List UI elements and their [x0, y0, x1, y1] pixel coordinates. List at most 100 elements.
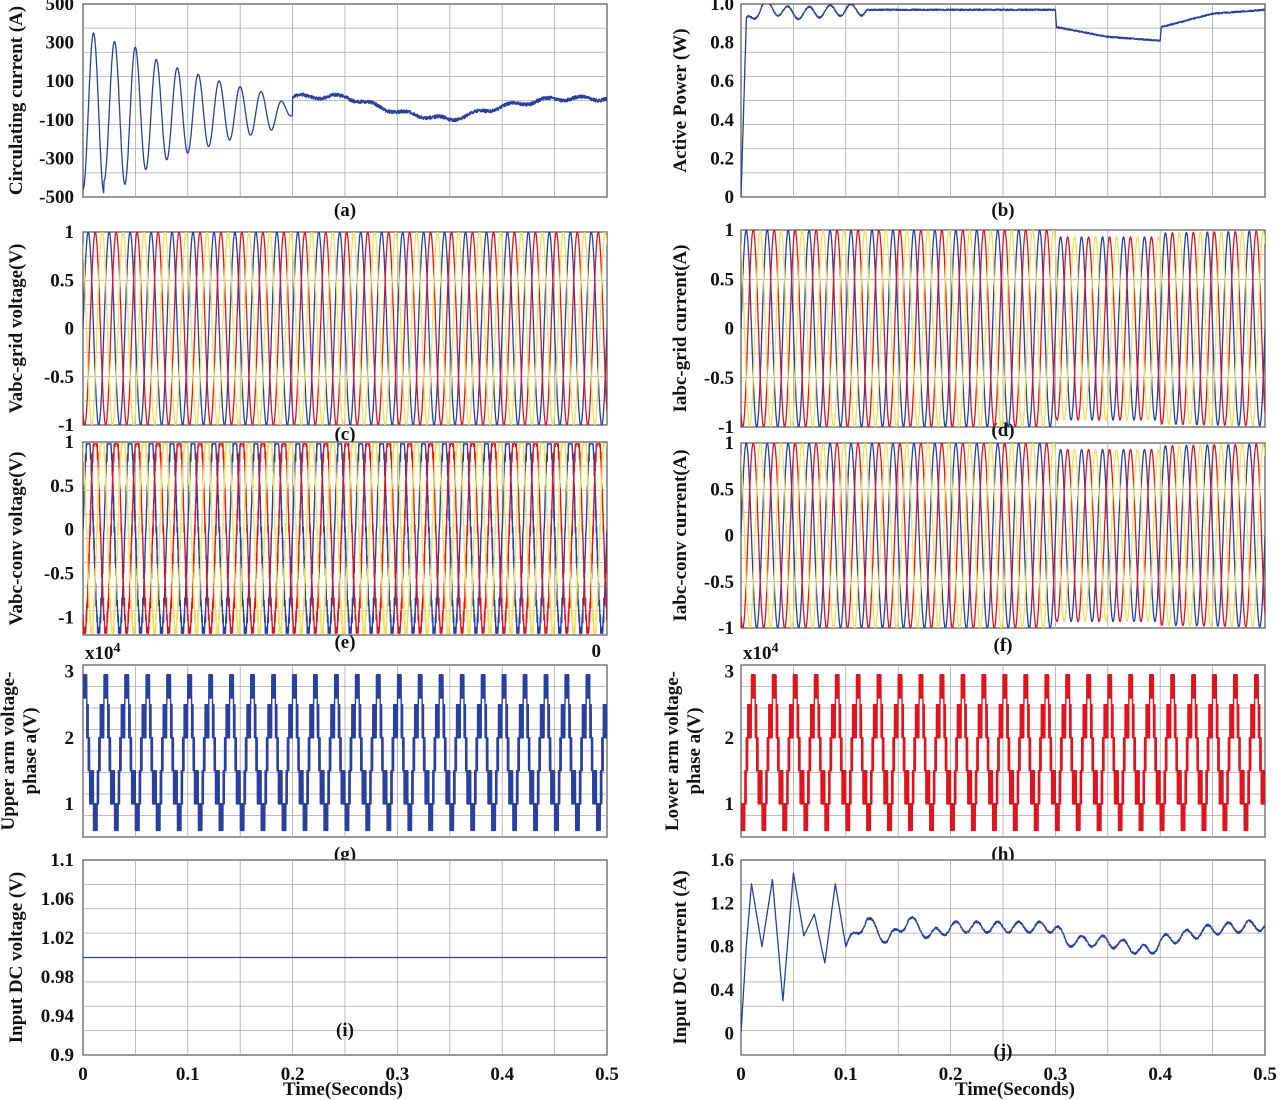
series-line-c-a — [83, 232, 607, 425]
y-tick-label: 0.8 — [710, 937, 734, 958]
panel-caption: (i) — [336, 1020, 354, 1041]
y-tick-label: -0.5 — [704, 368, 734, 389]
series-line-e-c — [83, 443, 607, 634]
series-line-b-0 — [741, 4, 1265, 197]
y-tick-label: 0 — [65, 520, 75, 541]
x-tick-label: 0.2 — [939, 1064, 963, 1085]
y-axis-label: Lower arm voltage-phase a(V) — [662, 671, 705, 831]
y-tick-label: -1 — [718, 618, 734, 639]
axis-multiplier: x104 — [85, 641, 121, 664]
panel-caption: (b) — [991, 200, 1014, 221]
x-tick-label: 0.1 — [176, 1064, 200, 1085]
series-line-c-c — [83, 232, 607, 425]
y-tick-label: 0.9 — [50, 1045, 74, 1066]
y-tick-label: -500 — [39, 187, 74, 208]
y-axis-label: Vabc-grid voltage(V) — [6, 244, 27, 414]
x-tick-label: 0.2 — [281, 1064, 305, 1085]
y-tick-label: 2 — [65, 728, 75, 749]
series-line-d-a — [741, 230, 1265, 427]
x-tick-label: 0.3 — [1044, 1064, 1068, 1085]
y-tick-label: -100 — [39, 110, 74, 131]
axis-multiplier: x104 — [743, 641, 779, 664]
x-tick-label: 0.4 — [490, 1064, 514, 1085]
x-tick-label: 0.4 — [1148, 1064, 1172, 1085]
y-tick-label: 1.2 — [710, 893, 734, 914]
y-tick-label: 0 — [725, 187, 735, 208]
panel-a: 500 300 100 -100 -300 -500 Circulating current… — [6, 0, 608, 221]
series-line-a-0 — [83, 32, 607, 194]
y-tick-label: 1 — [725, 794, 735, 815]
panel-f: 1 0.5 0 -0.5 -1 Iabc-conv current(A) (f) — [670, 433, 1266, 656]
y-axis-label: Input DC voltage (V) — [6, 872, 27, 1044]
y-tick-label: 0.4 — [710, 110, 734, 131]
y-tick-label: 300 — [46, 33, 75, 54]
y-tick-label: 0 — [725, 526, 735, 547]
y-tick-label: 0.94 — [41, 1006, 75, 1027]
y-tick-label: 100 — [46, 71, 75, 92]
panel-c: 1 0.5 0 -0.5 -1 Vabc-grid voltage(V) (c) — [6, 222, 608, 445]
y-tick-label: 1.0 — [710, 0, 734, 15]
y-axis-label: Upper arm voltage-phase a(V) — [0, 671, 41, 830]
series-line-f-c — [741, 443, 1265, 628]
y-tick-label: 0.4 — [710, 980, 734, 1001]
series-line-d-b — [741, 230, 1265, 427]
y-tick-label: 3 — [725, 662, 735, 683]
y-tick-label: 1.6 — [710, 850, 734, 871]
series-line-f-a — [741, 443, 1265, 628]
y-tick-label: -1 — [58, 607, 74, 628]
y-tick-label: -1 — [58, 415, 74, 436]
panel-j: 1.6 1.2 0.8 0.4 00 0.1 0.2 0.3 0.4 0.5 Input DC cu… — [670, 850, 1277, 1085]
y-tick-label: 500 — [46, 0, 75, 15]
series-line-g-upper arm — [83, 674, 607, 832]
y-axis-label: Iabc-conv current(A) — [670, 449, 691, 621]
y-tick-label: 1.1 — [50, 850, 74, 871]
x-tick-label: 0 — [78, 1064, 88, 1085]
series-line-c-b — [83, 232, 607, 425]
panel-caption: (e) — [334, 632, 355, 653]
x-tick-label: 0.5 — [595, 1064, 619, 1085]
y-tick-label: -0.5 — [704, 572, 734, 593]
series-line-d-c — [741, 230, 1265, 427]
panel-b: 1.0 0.8 0.6 0.4 0.2 0 Active Power (W) (b) — [670, 0, 1266, 221]
y-tick-label: 1.02 — [41, 928, 74, 949]
series-line-h-lower arm — [741, 674, 1265, 832]
y-tick-label: 0.2 — [710, 148, 734, 169]
x-tick-label: 0 — [736, 1064, 746, 1085]
series-line-e-b — [83, 443, 607, 634]
x-tick-label: 0.5 — [1253, 1064, 1277, 1085]
x-axis-title-left: Time(Seconds) — [283, 1079, 403, 1100]
y-axis-label: Input DC current (A) — [670, 870, 691, 1044]
y-tick-label: 0 — [725, 1023, 735, 1044]
y-axis-label: Circulating current (A) — [6, 6, 27, 195]
series-line-e-a — [83, 443, 607, 634]
y-tick-label: 0.6 — [710, 71, 734, 92]
y-tick-label: 1 — [65, 432, 75, 453]
corner-text: 0 — [592, 641, 602, 662]
y-tick-label: 2 — [725, 728, 735, 749]
y-tick-label: 0.5 — [50, 270, 74, 291]
panel-caption: (f) — [994, 635, 1013, 656]
y-tick-label: 0 — [725, 319, 735, 340]
y-tick-label: 1.06 — [41, 889, 74, 910]
panel-caption: (a) — [334, 200, 356, 221]
panel-i: 1.1 1.06 1.02 0.98 0.94 0.90 0.1 0.2 0.3 0.4 0.5 In… — [6, 850, 619, 1085]
y-tick-label: -0.5 — [44, 564, 74, 585]
series-line-f-b — [741, 443, 1265, 628]
y-axis-label: Vabc-conv voltage(V) — [6, 452, 27, 626]
series-line-j-0 — [741, 872, 1265, 1034]
y-axis-label: Active Power (W) — [670, 28, 691, 172]
x-tick-label: 0.3 — [386, 1064, 410, 1085]
y-tick-label: 0.98 — [41, 967, 74, 988]
y-tick-label: 1 — [65, 794, 75, 815]
y-tick-label: 1 — [725, 433, 735, 454]
y-tick-label: 3 — [65, 662, 75, 683]
y-tick-label: 1 — [65, 222, 75, 243]
y-tick-label: -1 — [718, 417, 734, 438]
x-axis-title-right: Time(Seconds) — [955, 1079, 1075, 1100]
y-tick-label: 0.5 — [50, 476, 74, 497]
panel-caption: (j) — [994, 1041, 1013, 1062]
